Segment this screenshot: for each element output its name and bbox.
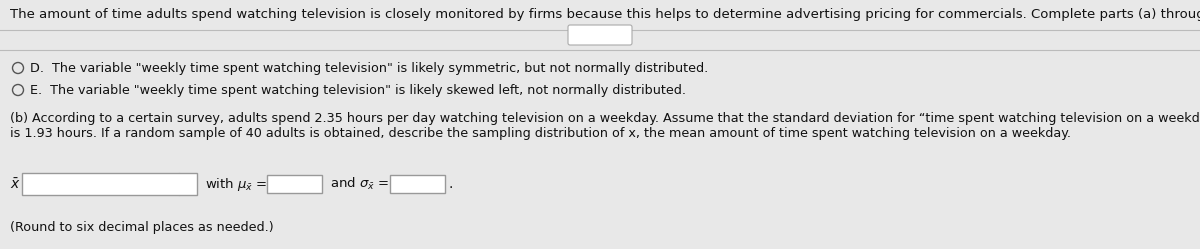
FancyBboxPatch shape bbox=[22, 173, 197, 195]
Text: $\bar{x}$: $\bar{x}$ bbox=[10, 178, 20, 192]
Text: .: . bbox=[448, 177, 452, 191]
Text: D.  The variable "weekly time spent watching television" is likely symmetric, bu: D. The variable "weekly time spent watch… bbox=[30, 62, 708, 74]
Text: ···: ··· bbox=[594, 30, 606, 40]
Text: E.  The variable "weekly time spent watching television" is likely skewed left, : E. The variable "weekly time spent watch… bbox=[30, 83, 686, 97]
Text: with $\mu_{\bar{x}}$ =: with $\mu_{\bar{x}}$ = bbox=[205, 176, 268, 192]
Text: is 1.93 hours. If a random sample of 40 adults is obtained, describe the samplin: is 1.93 hours. If a random sample of 40 … bbox=[10, 127, 1072, 140]
Text: (Round to six decimal places as needed.): (Round to six decimal places as needed.) bbox=[10, 221, 274, 234]
FancyBboxPatch shape bbox=[568, 25, 632, 45]
Text: and $\sigma_{\bar{x}}$ =: and $\sigma_{\bar{x}}$ = bbox=[330, 176, 389, 192]
FancyBboxPatch shape bbox=[266, 175, 322, 193]
Text: (b) According to a certain survey, adults spend 2.35 hours per day watching tele: (b) According to a certain survey, adult… bbox=[10, 112, 1200, 125]
FancyBboxPatch shape bbox=[390, 175, 445, 193]
Text: The amount of time adults spend watching television is closely monitored by firm: The amount of time adults spend watching… bbox=[10, 8, 1200, 21]
